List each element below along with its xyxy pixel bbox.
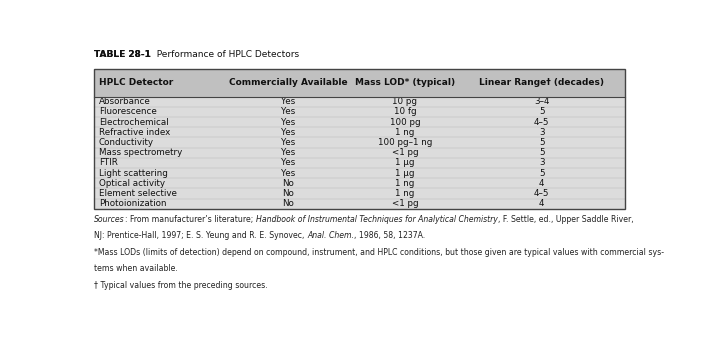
Text: Electrochemical: Electrochemical: [98, 118, 168, 127]
Text: Mass spectrometry: Mass spectrometry: [98, 148, 182, 157]
Text: 3: 3: [539, 158, 545, 167]
Text: † Typical values from the preceding sources.: † Typical values from the preceding sour…: [94, 281, 268, 290]
Text: Performance of HPLC Detectors: Performance of HPLC Detectors: [151, 50, 299, 59]
Text: 4: 4: [539, 179, 544, 188]
Text: 4–5: 4–5: [534, 118, 550, 127]
Text: 10 pg: 10 pg: [392, 97, 418, 106]
Text: tems when available.: tems when available.: [94, 264, 178, 273]
Text: No: No: [282, 179, 294, 188]
Text: NJ: Prentice-Hall, 1997; E. S. Yeung and R. E. Synovec,: NJ: Prentice-Hall, 1997; E. S. Yeung and…: [94, 231, 307, 240]
Text: , 1986, 58, 1237A.: , 1986, 58, 1237A.: [354, 231, 425, 240]
Text: : From manufacturer’s literature;: : From manufacturer’s literature;: [125, 215, 256, 224]
Text: Linear Range† (decades): Linear Range† (decades): [479, 78, 604, 87]
Text: *Mass LODs (limits of detection) depend on compound, instrument, and HPLC condit: *Mass LODs (limits of detection) depend …: [94, 248, 664, 257]
Text: 1 ng: 1 ng: [395, 128, 415, 137]
FancyBboxPatch shape: [94, 69, 625, 209]
Text: Conductivity: Conductivity: [98, 138, 154, 147]
Text: 1 ng: 1 ng: [395, 179, 415, 188]
Text: <1 pg: <1 pg: [392, 148, 418, 157]
Text: No: No: [282, 199, 294, 208]
Text: Mass LOD* (typical): Mass LOD* (typical): [355, 78, 455, 87]
Text: HPLC Detector: HPLC Detector: [98, 78, 173, 87]
Text: 3–4: 3–4: [534, 97, 550, 106]
Text: 100 pg: 100 pg: [390, 118, 420, 127]
Text: Sources: Sources: [94, 215, 125, 224]
Text: 1 ng: 1 ng: [395, 189, 415, 198]
FancyBboxPatch shape: [94, 69, 625, 97]
Text: Absorbance: Absorbance: [98, 97, 150, 106]
Bar: [94, 69, 625, 209]
Text: No: No: [282, 189, 294, 198]
Text: 4–5: 4–5: [534, 189, 550, 198]
Text: Optical activity: Optical activity: [98, 179, 165, 188]
Text: Yes: Yes: [281, 128, 296, 137]
Text: Yes: Yes: [281, 97, 296, 106]
Text: 5: 5: [539, 148, 545, 157]
Text: 100 pg–1 ng: 100 pg–1 ng: [378, 138, 432, 147]
Text: Light scattering: Light scattering: [98, 169, 168, 178]
Text: Yes: Yes: [281, 138, 296, 147]
Text: Handbook of Instrumental Techniques for Analytical Chemistry: Handbook of Instrumental Techniques for …: [256, 215, 498, 224]
Text: Yes: Yes: [281, 118, 296, 127]
Text: Yes: Yes: [281, 107, 296, 116]
Text: 10 fg: 10 fg: [394, 107, 416, 116]
Text: 4: 4: [539, 199, 544, 208]
Text: Photoionization: Photoionization: [98, 199, 166, 208]
Text: Yes: Yes: [281, 169, 296, 178]
Text: 1 μg: 1 μg: [395, 158, 415, 167]
Text: Yes: Yes: [281, 148, 296, 157]
Text: Element selective: Element selective: [98, 189, 176, 198]
Text: FTIR: FTIR: [98, 158, 117, 167]
Text: , F. Settle, ed., Upper Saddle River,: , F. Settle, ed., Upper Saddle River,: [498, 215, 633, 224]
Text: <1 pg: <1 pg: [392, 199, 418, 208]
Text: Commercially Available: Commercially Available: [229, 78, 347, 87]
Text: 5: 5: [539, 138, 545, 147]
Text: 5: 5: [539, 169, 545, 178]
Text: TABLE 28-1: TABLE 28-1: [94, 50, 151, 59]
Text: Yes: Yes: [281, 158, 296, 167]
Text: 5: 5: [539, 107, 545, 116]
Text: Anal. Chem.: Anal. Chem.: [307, 231, 354, 240]
Text: TABLE 28-1: TABLE 28-1: [94, 50, 151, 59]
Text: Fluorescence: Fluorescence: [98, 107, 157, 116]
Text: 1 μg: 1 μg: [395, 169, 415, 178]
Text: Refractive index: Refractive index: [98, 128, 170, 137]
Text: 3: 3: [539, 128, 545, 137]
